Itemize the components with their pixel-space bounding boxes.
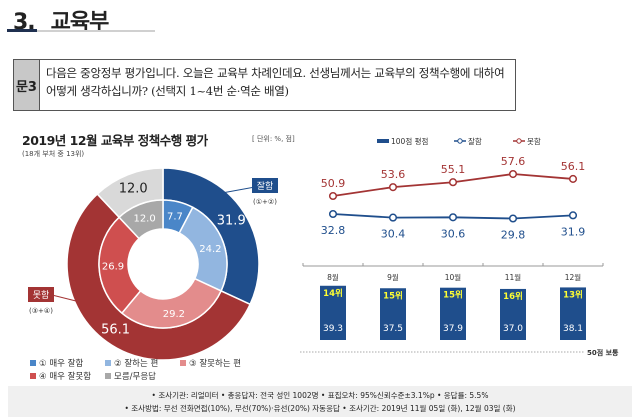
data-point xyxy=(568,211,578,220)
x-tick-label: 8월 xyxy=(327,272,339,282)
point-label: 32.8 xyxy=(321,224,346,237)
chart-subtitle: (18개 부처 중 13위) xyxy=(22,150,85,158)
callout-bad: 못함 xyxy=(33,290,50,301)
question-box: 문3 다음은 중앙정부 평가입니다. 오늘은 교육부 차례인데요. 선생님께서는… xyxy=(13,59,516,111)
footer-line: • 조사방법: 무선 전화면접(10%), 무선(70%)·유선(20%) 자동… xyxy=(124,404,516,413)
data-label: 7.7 xyxy=(167,211,183,222)
data-label: 56.1 xyxy=(101,323,130,338)
bar-value-label: 38.1 xyxy=(563,324,583,334)
legend-line-label: 잘함 xyxy=(468,137,482,146)
data-label: 29.2 xyxy=(163,309,185,320)
score-bar xyxy=(500,288,526,340)
point-label: 30.6 xyxy=(441,227,466,240)
x-tick-label: 11월 xyxy=(505,272,522,282)
callout-line xyxy=(51,294,81,303)
data-point xyxy=(508,214,518,223)
title-underline xyxy=(7,29,37,32)
x-tick-label: 10월 xyxy=(445,272,462,282)
question-label: 문3 xyxy=(14,60,40,110)
legend-label: ② 잘하는 편 xyxy=(114,359,159,369)
rank-label: 16위 xyxy=(503,291,523,302)
question-text: 다음은 중앙정부 평가입니다. 오늘은 교육부 차례인데요. 선생님께서는 교육… xyxy=(45,66,505,98)
data-point xyxy=(448,178,458,187)
data-point xyxy=(508,169,518,179)
callout-line xyxy=(221,186,256,194)
legend-label: ① 매우 잘함 xyxy=(39,359,84,369)
callout-box-bad xyxy=(28,287,54,302)
legend-swatch xyxy=(30,373,36,379)
callout-bad-note: (③+④) xyxy=(29,307,53,315)
inner-slice xyxy=(118,199,164,240)
bar-value-label: 37.9 xyxy=(443,324,463,334)
legend-swatch xyxy=(180,360,186,366)
data-point xyxy=(328,191,338,201)
score-bar xyxy=(440,287,466,340)
chart-title: 2019년 12월 교육부 정책수행 평가 xyxy=(22,133,208,148)
legend-item: ① 매우 잘함 xyxy=(30,357,83,369)
point-label: 50.9 xyxy=(321,177,346,190)
x-tick-label: 9월 xyxy=(387,272,399,282)
bar-value-label: 39.3 xyxy=(323,324,343,334)
point-label: 57.6 xyxy=(501,155,526,168)
title-underline-gray xyxy=(37,30,155,32)
rank-label: 13위 xyxy=(563,289,583,300)
data-point xyxy=(388,213,398,222)
data-label: 12.0 xyxy=(119,182,148,197)
score-bar xyxy=(320,285,346,340)
score-bar xyxy=(380,288,406,340)
point-label: 55.1 xyxy=(441,163,466,176)
legend-label: ④ 매우 잘못함 xyxy=(39,372,92,382)
unit-label: [ 단위: %, 점] xyxy=(252,135,295,143)
bar-value-label: 37.0 xyxy=(503,324,523,334)
legend-marker xyxy=(457,138,463,144)
legend-bar-swatch xyxy=(377,139,389,143)
legend-item: 모름/무응답 xyxy=(105,370,156,382)
legend-item: ④ 매우 잘못함 xyxy=(30,370,91,382)
data-point xyxy=(568,174,578,183)
point-label: 56.1 xyxy=(561,160,586,173)
callout-good: 잘함 xyxy=(257,180,274,192)
score-bar xyxy=(560,287,586,340)
legend-bar-label: 100점 평점 xyxy=(391,136,428,146)
point-label: 53.6 xyxy=(381,168,406,181)
callout-good-note: (①+②) xyxy=(253,198,277,206)
reference-label: 50점 보통 xyxy=(587,348,619,357)
legend-line-label: 못함 xyxy=(527,137,541,146)
bar-value-label: 37.5 xyxy=(383,324,403,334)
callout-box-good xyxy=(252,178,278,193)
data-point xyxy=(328,209,338,219)
data-label: 24.2 xyxy=(199,244,221,255)
x-tick-label: 12월 xyxy=(565,272,582,282)
point-label: 29.8 xyxy=(501,229,526,242)
inner-slice xyxy=(98,216,142,315)
footer-line: • 조사기관: 리얼미터 • 총응답자: 전국 성인 1002명 • 표집오차:… xyxy=(151,391,489,400)
data-label: 31.9 xyxy=(217,213,246,228)
rank-label: 15위 xyxy=(443,290,463,301)
point-label: 31.9 xyxy=(561,225,586,238)
data-label: 26.9 xyxy=(102,261,124,272)
legend-item: ③ 잘못하는 편 xyxy=(180,357,241,369)
legend-swatch xyxy=(30,360,36,366)
legend-swatch xyxy=(105,373,111,379)
legend-marker xyxy=(516,138,522,144)
legend-swatch xyxy=(105,360,111,366)
legend-item: ② 잘하는 편 xyxy=(105,357,158,369)
point-label: 30.4 xyxy=(381,228,406,241)
data-label: 12.0 xyxy=(133,214,155,225)
survey-footer: • 조사기관: 리얼미터 • 총응답자: 전국 성인 1002명 • 표집오차:… xyxy=(8,386,632,417)
rank-label: 14위 xyxy=(323,288,343,299)
legend-label: 모름/무응답 xyxy=(114,372,156,382)
rank-label: 15위 xyxy=(383,290,403,301)
legend-label: ③ 잘못하는 편 xyxy=(189,359,242,369)
data-point xyxy=(448,213,458,222)
section-number: 3. xyxy=(13,10,36,35)
data-point xyxy=(388,183,398,192)
